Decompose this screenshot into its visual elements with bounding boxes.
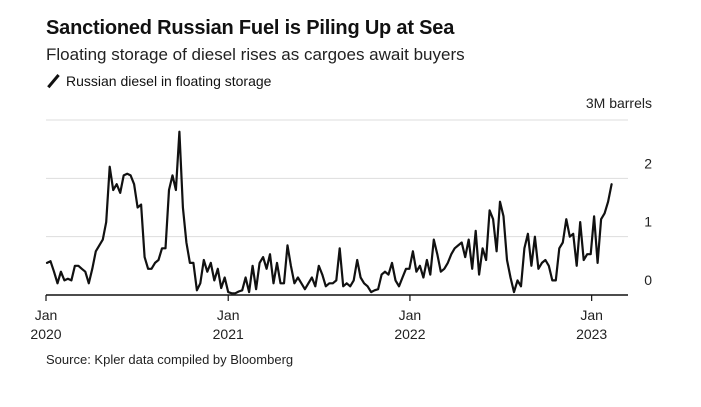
legend: Russian diesel in floating storage: [46, 73, 271, 89]
x-tick-label-month: Jan: [217, 307, 240, 323]
y-tick-label: 2: [644, 155, 652, 171]
y-axis-label: 3M barrels: [586, 95, 652, 111]
legend-label: Russian diesel in floating storage: [66, 73, 272, 89]
chart-subtitle: Floating storage of diesel rises as carg…: [46, 45, 465, 64]
x-tick-label-month: Jan: [35, 307, 58, 323]
x-tick-label-year: 2021: [213, 326, 244, 342]
y-tick-label: 1: [644, 214, 652, 230]
x-tick-label-year: 2020: [30, 326, 61, 342]
x-tick-label-year: 2022: [394, 326, 425, 342]
y-tick-label: 0: [644, 272, 652, 288]
x-tick-label-month: Jan: [580, 307, 603, 323]
series-line-russian-diesel: [45, 130, 613, 295]
x-tick-label-month: Jan: [399, 307, 422, 323]
chart-title: Sanctioned Russian Fuel is Piling Up at …: [46, 17, 455, 39]
source-note: Source: Kpler data compiled by Bloomberg: [46, 352, 294, 367]
x-tick-label-year: 2023: [576, 326, 607, 342]
